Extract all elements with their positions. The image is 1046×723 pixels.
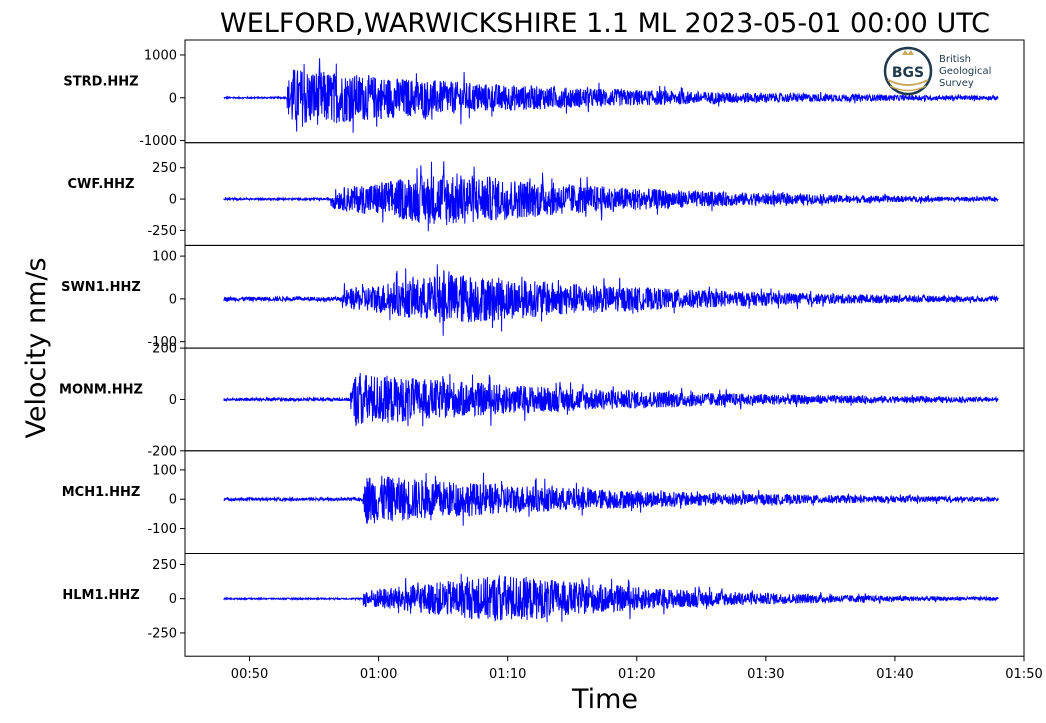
panel-hlm1-hhz: HLM1.HHZ 250 0 -250	[62, 553, 1025, 657]
x-tick-label: 01:30	[747, 667, 784, 682]
waveform-trace	[223, 161, 999, 232]
bgs-logo-line-1: British	[939, 54, 971, 65]
x-tick-label: 01:40	[876, 667, 913, 682]
y-tick-label: 0	[169, 193, 177, 208]
station-label: HLM1.HHZ	[62, 588, 139, 603]
y-tick-label: 250	[152, 558, 177, 573]
bgs-logo-line-2: Geological	[939, 66, 991, 77]
y-tick-label: 100	[152, 250, 177, 265]
x-tick-label: 01:20	[618, 667, 655, 682]
y-tick-label: 0	[169, 493, 177, 508]
x-tick-label: 01:10	[489, 667, 526, 682]
panel-mch1-hhz: MCH1.HHZ 100 0 -100	[62, 450, 1025, 554]
y-tick-label: 1000	[144, 48, 177, 63]
chart-title: WELFORD,WARWICKSHIRE 1.1 ML 2023-05-01 0…	[220, 8, 990, 39]
y-tick-label: 250	[152, 161, 177, 176]
station-label: SWN1.HHZ	[61, 280, 141, 295]
panel-cwf-hhz: CWF.HHZ 250 0 -250	[68, 142, 1025, 246]
station-label: MCH1.HHZ	[62, 485, 141, 500]
panel-strd-hhz: STRD.HHZ 1000 0 -1000	[63, 39, 1025, 149]
bgs-logo-line-3: Survey	[939, 78, 974, 89]
y-tick-label: 200	[152, 342, 177, 357]
waveform-trace	[223, 264, 999, 336]
waveform-trace	[223, 372, 999, 427]
bgs-logo-wave	[887, 79, 929, 86]
station-label: STRD.HHZ	[63, 74, 138, 89]
y-tick-label: 100	[152, 463, 177, 478]
station-label: MONM.HHZ	[59, 382, 143, 397]
waveform-trace	[223, 58, 999, 133]
y-axis-label: Velocity nm/s	[21, 257, 52, 438]
panels-group: STRD.HHZ10000-1000CWF.HHZ2500-250SWN1.HH…	[59, 39, 1025, 657]
y-tick-label: -1000	[139, 134, 177, 149]
x-tick-label: 01:00	[360, 667, 397, 682]
y-tick-label: -100	[147, 522, 177, 537]
x-tick-label: 01:50	[1005, 667, 1042, 682]
y-tick-label: -100	[147, 335, 177, 350]
y-tick-label: -200	[147, 444, 177, 459]
crown-icon	[902, 50, 914, 55]
panel-frame	[184, 450, 1025, 554]
y-tick-label: -250	[147, 224, 177, 239]
y-tick-label: 0	[169, 292, 177, 307]
panel-swn1-hhz: SWN1.HHZ 100 0 -100	[61, 244, 1025, 350]
bgs-logo-mark: BGS	[892, 65, 924, 81]
x-axis: 00:50 01:00 01:10 01:20 01:30 01:40 01:50	[231, 656, 1043, 682]
y-tick-label: 0	[169, 592, 177, 607]
bgs-logo: BGS British Geological Survey	[883, 46, 991, 96]
waveform-trace	[223, 472, 999, 526]
panel-monm-hhz: MONM.HHZ 200 0 -200	[59, 342, 1025, 459]
panel-frame	[184, 553, 1025, 657]
x-axis-label: Time	[571, 684, 638, 715]
waveform-trace	[223, 573, 999, 623]
y-tick-label: 0	[169, 91, 177, 106]
y-tick-label: -250	[147, 626, 177, 641]
y-tick-label: 0	[169, 393, 177, 408]
station-label: CWF.HHZ	[68, 177, 135, 192]
bgs-logo-wave-2	[889, 85, 927, 92]
x-tick-label: 00:50	[231, 667, 268, 682]
